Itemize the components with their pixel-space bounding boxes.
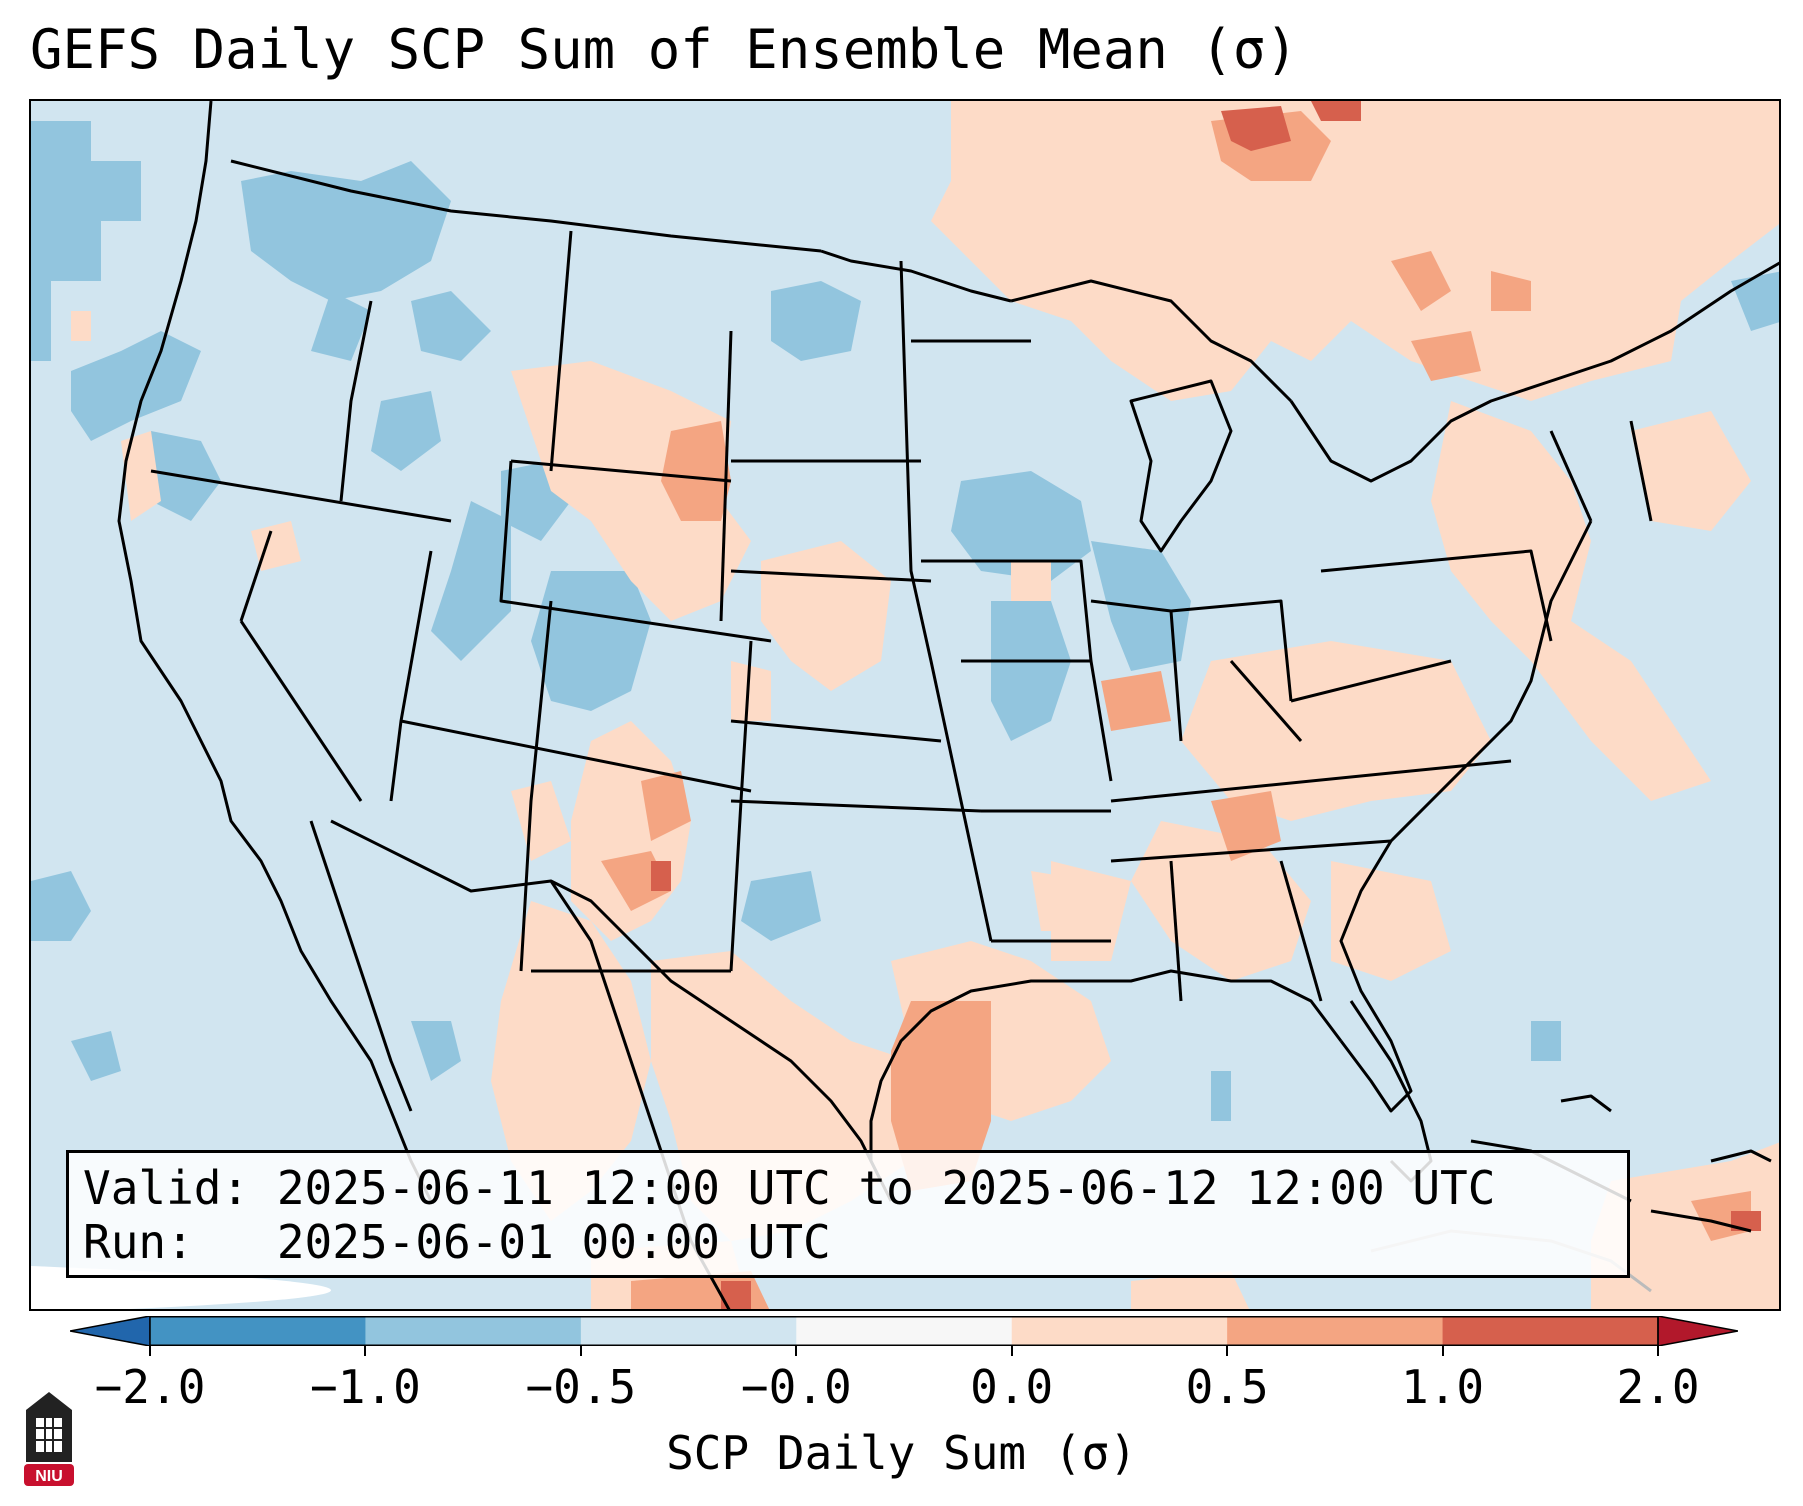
colorbar-extend-high	[1657, 1315, 1739, 1347]
colorbar-tick-label: 2.0	[1616, 1360, 1700, 1414]
colorbar-bin	[580, 1316, 797, 1346]
niu-logo: NIU	[24, 1392, 74, 1486]
strong-positive-patches	[651, 101, 1761, 1309]
colorbar-extend-low	[69, 1315, 151, 1347]
colorbar-label: SCP Daily Sum (σ)	[666, 1426, 1137, 1480]
colorbar-tick-label: −0.5	[525, 1360, 637, 1414]
valid-time-text: Valid: 2025-06-11 12:00 UTC to 2025-06-1…	[83, 1161, 1496, 1215]
colorbar-tick-label: −0.0	[740, 1360, 852, 1414]
colorbar-tick-label: 0.0	[970, 1360, 1054, 1414]
colorbar-bin	[1442, 1316, 1659, 1346]
logo-text: NIU	[35, 1468, 63, 1485]
colorbar-tick-mark	[795, 1346, 798, 1356]
positive-anomaly-patches	[71, 101, 1779, 1309]
colorbar-bin	[365, 1316, 582, 1346]
map-outlines	[117, 101, 1779, 1309]
map-panel[interactable]	[29, 99, 1781, 1311]
colorbar-tick-mark	[579, 1346, 582, 1356]
colorbar-tick-mark	[1010, 1346, 1013, 1356]
colorbar-tick-label: −1.0	[310, 1360, 421, 1414]
colorbar-tick-label: −2.0	[94, 1360, 206, 1414]
colorbar-bin	[796, 1316, 1013, 1346]
negative-anomaly-patches	[31, 121, 1779, 1121]
colorbar-bin	[1227, 1316, 1444, 1346]
colorbar-tick-mark	[1226, 1346, 1229, 1356]
colorbar-frame	[149, 1316, 1659, 1346]
colorbar-bin	[150, 1316, 366, 1346]
map-title: GEFS Daily SCP Sum of Ensemble Mean (σ)	[30, 18, 1298, 81]
run-time-text: Run: 2025-06-01 00:00 UTC	[83, 1215, 831, 1269]
logo-badge	[24, 1464, 74, 1486]
scp-anomaly-map	[31, 101, 1779, 1309]
colorbar-tick-label: 1.0	[1401, 1360, 1485, 1414]
colorbar-tick-mark	[149, 1346, 151, 1356]
colorbar-bin	[1011, 1316, 1228, 1346]
colorbar	[69, 1315, 1739, 1347]
colorbar-svg	[69, 1315, 1739, 1347]
colorbar-tick-label: 0.5	[1185, 1360, 1269, 1414]
validity-info-box: Valid: 2025-06-11 12:00 UTC to 2025-06-1…	[66, 1150, 1630, 1278]
colorbar-tick-mark	[364, 1346, 367, 1356]
colorbar-tick-mark	[1441, 1346, 1444, 1356]
colorbar-tick-mark	[1657, 1346, 1659, 1356]
